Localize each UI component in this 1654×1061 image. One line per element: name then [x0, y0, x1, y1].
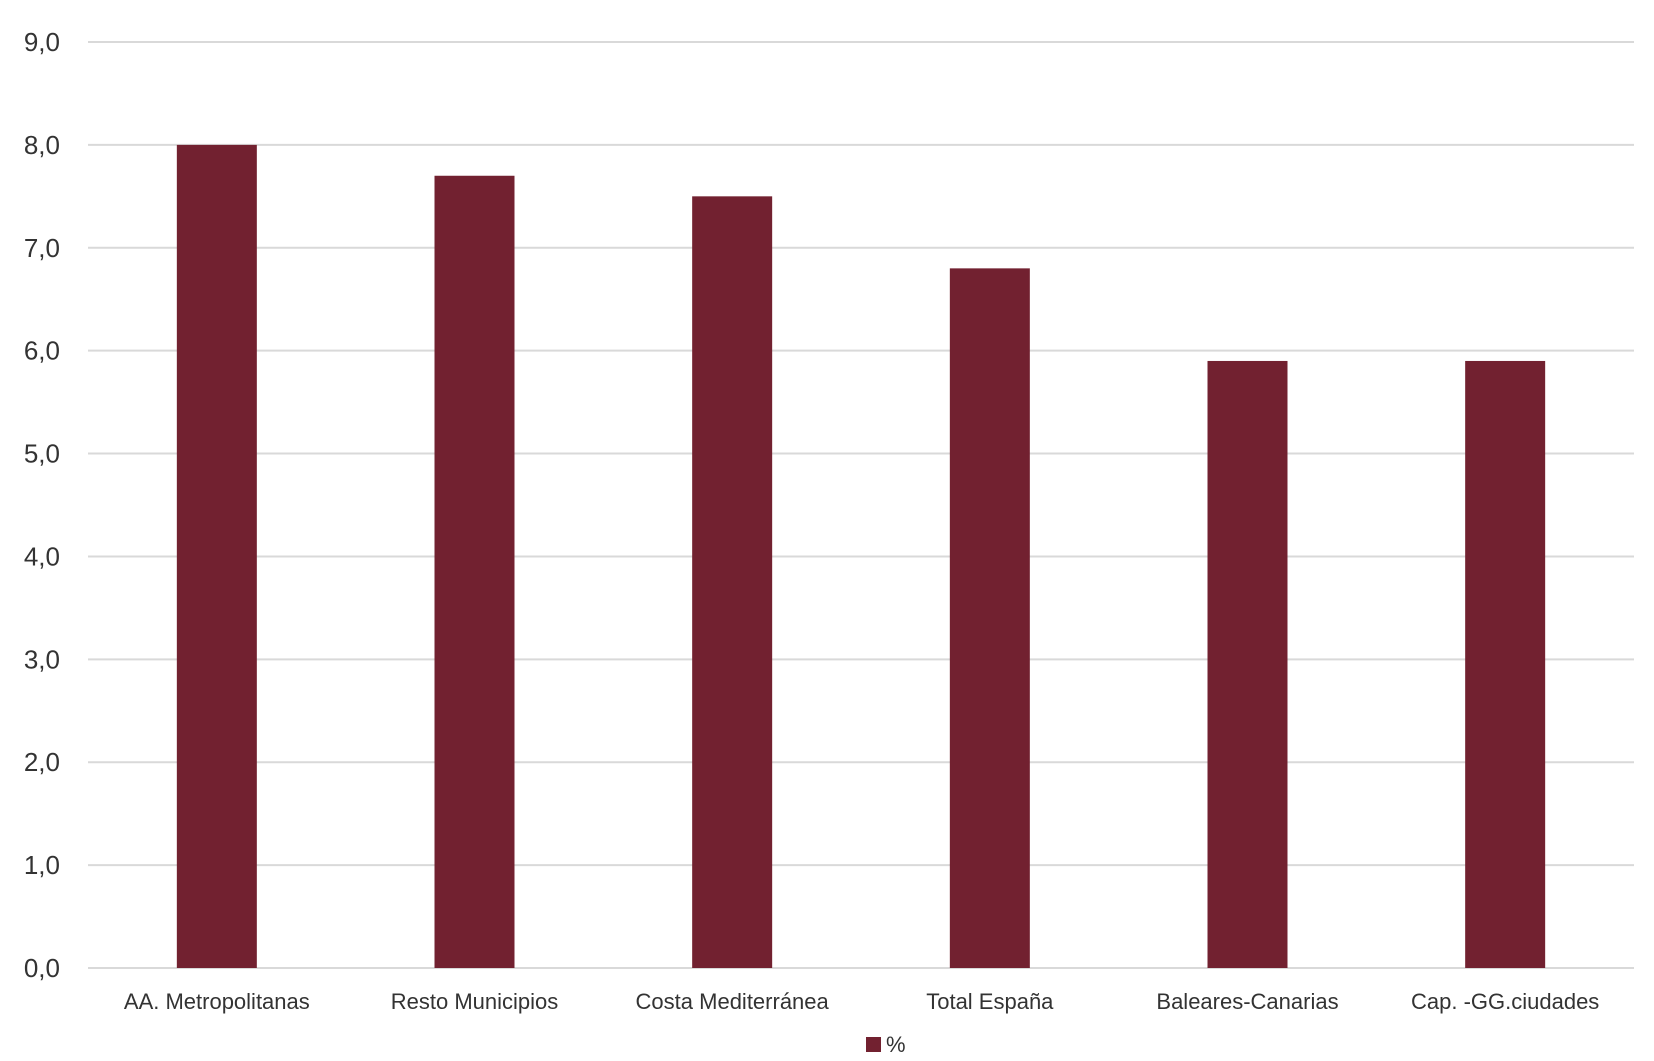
- y-tick-label: 7,0: [24, 233, 60, 263]
- bars: [176, 144, 1546, 969]
- y-axis-tick-labels: 0,0 1,0 2,0 3,0 4,0 5,0 6,0 7,0 8,0 9,0: [24, 27, 60, 983]
- bar: [176, 144, 257, 968]
- y-tick-label: 4,0: [24, 541, 60, 571]
- legend: %: [866, 1032, 906, 1057]
- y-tick-label: 0,0: [24, 953, 60, 983]
- gridlines: [88, 41, 1634, 969]
- x-category-label: Cap. -GG.ciudades: [1411, 989, 1599, 1014]
- bar: [692, 196, 773, 969]
- y-tick-label: 6,0: [24, 336, 60, 366]
- y-tick-label: 1,0: [24, 850, 60, 880]
- x-category-label: Resto Municipios: [391, 989, 559, 1014]
- x-category-label: Costa Mediterránea: [636, 989, 830, 1014]
- y-tick-label: 9,0: [24, 27, 60, 57]
- y-tick-label: 2,0: [24, 747, 60, 777]
- y-tick-label: 3,0: [24, 644, 60, 674]
- x-axis-category-labels: AA. Metropolitanas Resto Municipios Costa …: [124, 989, 1599, 1014]
- legend-swatch: [866, 1037, 881, 1052]
- x-category-label: Total España: [926, 989, 1054, 1014]
- bar: [1465, 360, 1546, 968]
- bar: [1207, 360, 1288, 968]
- bar: [434, 175, 515, 968]
- x-category-label: Baleares-Canarias: [1156, 989, 1338, 1014]
- y-tick-label: 8,0: [24, 130, 60, 160]
- y-tick-label: 5,0: [24, 439, 60, 469]
- legend-label: %: [886, 1032, 906, 1056]
- x-category-label: AA. Metropolitanas: [124, 989, 310, 1014]
- bar: [949, 268, 1030, 968]
